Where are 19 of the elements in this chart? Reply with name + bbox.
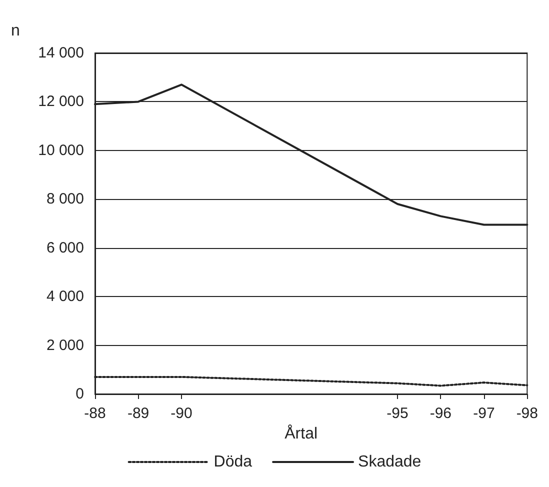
y-tick-label: 12 000: [38, 93, 84, 110]
y-tick-label: 0: [76, 386, 84, 402]
x-tick-label: -98: [516, 405, 538, 422]
x-tick-label: -88: [84, 405, 106, 422]
y-tick-label: 8 000: [46, 190, 84, 208]
legend-label: Döda: [214, 454, 252, 470]
x-tick-label: -89: [127, 405, 150, 422]
x-tick-label: -96: [430, 405, 452, 422]
y-tick-label: 10 000: [38, 142, 84, 159]
y-tick-label: 6 000: [46, 239, 84, 256]
x-tick-label: -95: [386, 405, 408, 422]
y-tick-label: 2 000: [46, 336, 84, 354]
x-tick-label: -97: [473, 405, 495, 422]
x-tick-label: -90: [170, 405, 192, 422]
y-axis-title: n: [11, 22, 20, 40]
x-axis-title: Årtal: [284, 424, 318, 442]
y-tick-label: 4 000: [46, 288, 84, 306]
legend-label: Skadade: [358, 454, 422, 470]
y-tick-label: 14 000: [38, 44, 84, 62]
